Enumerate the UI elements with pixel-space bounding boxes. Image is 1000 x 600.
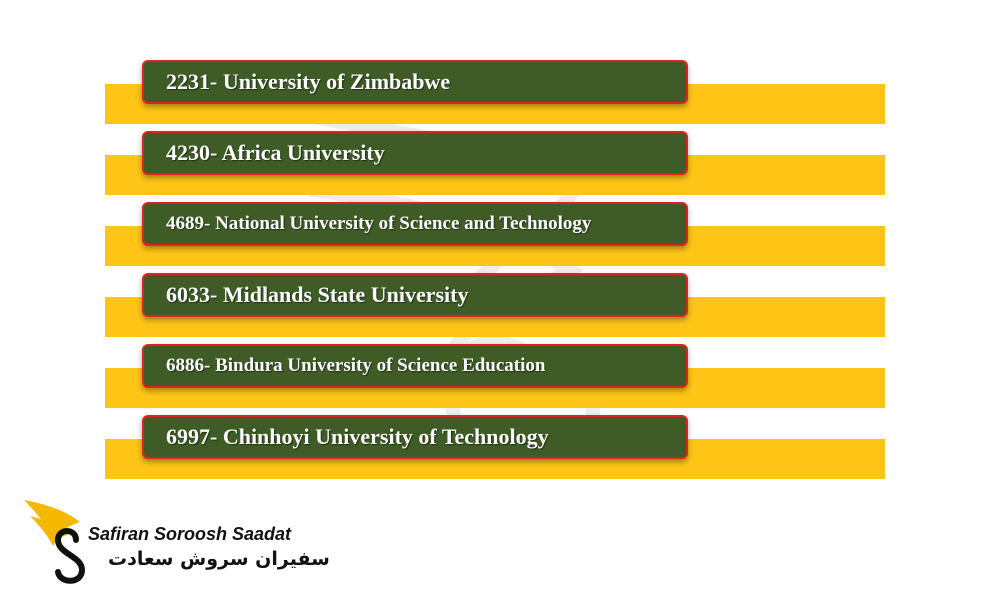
university-item: 6033- Midlands State University (142, 273, 688, 317)
eagle-logo-icon (24, 500, 86, 584)
university-item: 4689- National University of Science and… (142, 202, 688, 246)
university-row: 6033- Midlands State University (105, 273, 885, 343)
university-row: 6997- Chinhoyi University of Technology (105, 415, 885, 485)
university-item: 6886- Bindura University of Science Educ… (142, 344, 688, 388)
university-row: 6886- Bindura University of Science Educ… (105, 344, 885, 414)
university-item: 4230- Africa University (142, 131, 688, 175)
brand-name-en: Safiran Soroosh Saadat (88, 524, 292, 544)
university-row: 4689- National University of Science and… (105, 202, 885, 272)
university-item: 2231- University of Zimbabwe (142, 60, 688, 104)
brand-name-fa: سفیران سروش سعادت (108, 548, 330, 570)
university-item: 6997- Chinhoyi University of Technology (142, 415, 688, 459)
university-row: 4230- Africa University (105, 131, 885, 201)
brand-logo: Safiran Soroosh Saadat سفیران سروش سعادت (20, 492, 330, 592)
university-row: 2231- University of Zimbabwe (105, 60, 885, 130)
